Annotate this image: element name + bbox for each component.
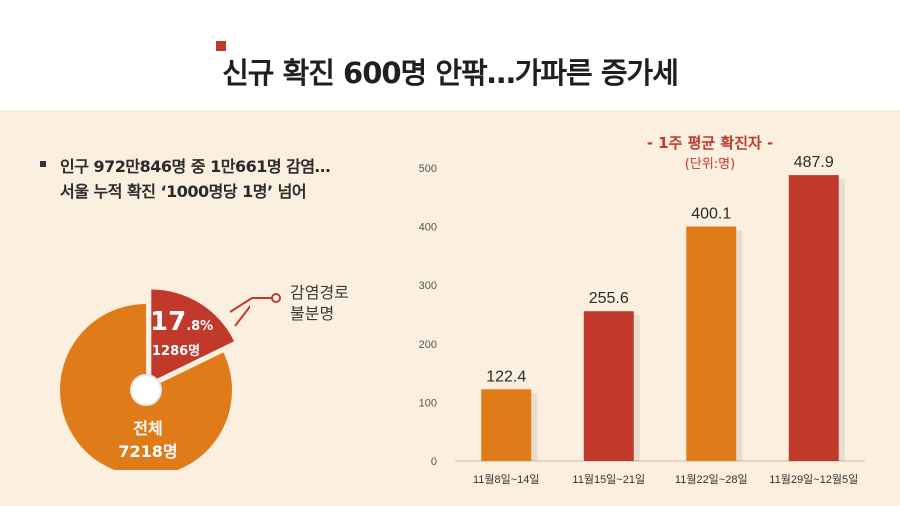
bar-3 [686, 226, 737, 461]
bar-chart-title: - 1주 평균 확진자 - [646, 134, 774, 152]
bar-4 [788, 175, 839, 461]
bullet-line-1: 인구 972만846명 중 1만661명 감염… [60, 157, 331, 176]
total-value: 7218명 [118, 442, 178, 461]
x-tick-label: 11월29일~12월5일 [769, 472, 858, 486]
pie-slice-total [60, 304, 232, 470]
bar-value-label: 487.9 [794, 154, 834, 171]
y-tick-label: 200 [419, 339, 437, 351]
bar-value-label: 122.4 [486, 368, 526, 385]
bar-value-label: 400.1 [691, 206, 731, 223]
y-tick-label: 300 [419, 280, 437, 292]
x-tick-label: 11월8일~14일 [473, 472, 540, 486]
pie-chart [60, 289, 250, 470]
y-tick-label: 0 [431, 456, 437, 468]
callout-label-line-2: 불분명 [290, 304, 335, 323]
slice-count: 1286명 [152, 344, 201, 359]
bar-1 [481, 389, 532, 461]
callout-label-line-1: 감염경로 [290, 283, 349, 302]
callout-line [234, 304, 250, 327]
bar-2 [583, 311, 634, 461]
x-tick-label: 11월15일~21일 [572, 472, 645, 486]
bar-chart-unit: (단위:명) [684, 157, 736, 172]
y-tick-label: 500 [419, 163, 437, 175]
y-tick-label: 400 [419, 222, 437, 234]
total-label: 전체 [133, 419, 163, 438]
header: 신규 확진 600명 안팎…가파른 증가세 [0, 0, 900, 110]
x-tick-label: 11월22일~28일 [675, 472, 748, 486]
page-title: 신규 확진 600명 안팎…가파른 증가세 [222, 56, 679, 90]
bar-chart: 0 100 200 300 400 500 122.4 11월8일~14일 255.6 11월15… [419, 154, 865, 486]
slice-percent-dec: .8% [186, 319, 214, 334]
bullet-line-2: 서울 누적 확진 ‘1000명당 1명’ 넘어 [60, 182, 307, 201]
y-tick-label: 100 [419, 397, 437, 409]
callout-connector [230, 293, 281, 313]
bar-value-label: 255.6 [589, 290, 629, 307]
pie-center-dot [130, 374, 162, 406]
callout-label: 감염경로 불분명 [290, 282, 349, 324]
bullet-icon [40, 161, 46, 167]
slice-percent-int: 17 [150, 307, 187, 337]
title-mark [216, 41, 226, 51]
slice-percent: 17.8% [150, 307, 213, 337]
pie-slice-unknown [151, 289, 235, 382]
